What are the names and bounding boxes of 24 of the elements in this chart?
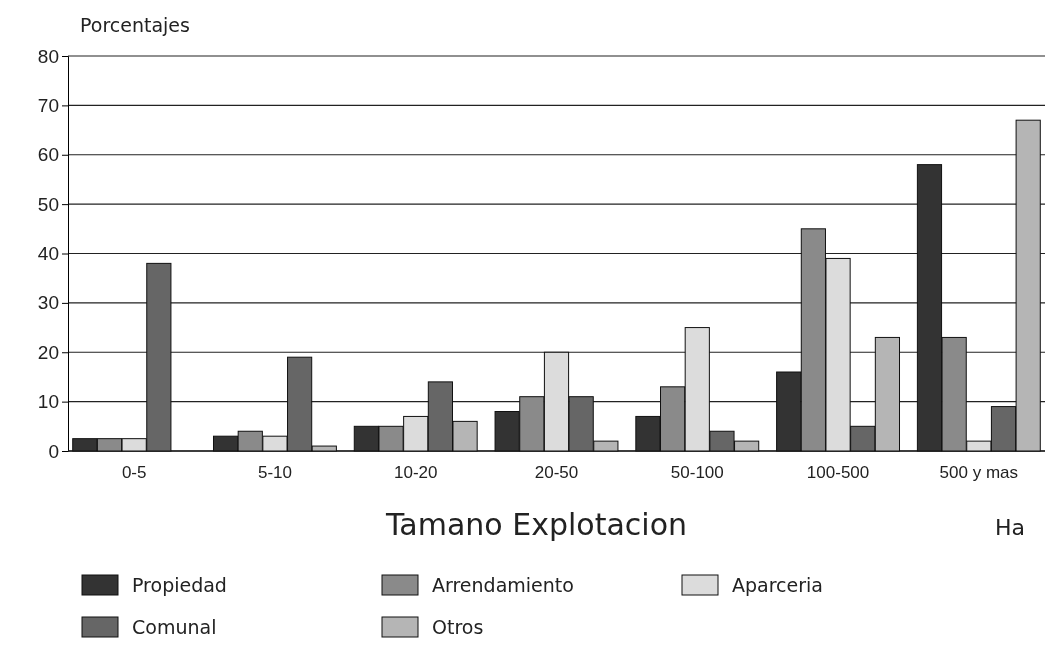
x-tick-label: 5-10 bbox=[257, 463, 292, 483]
x-axis-title: Tamano Explotacion bbox=[384, 507, 688, 542]
y-tick-label: 70 bbox=[37, 94, 59, 116]
y-tick-label: 30 bbox=[37, 292, 59, 314]
legend-label: Propiedad bbox=[132, 574, 227, 596]
legend-label: Otros bbox=[432, 616, 484, 638]
y-axis-title: Porcentajes bbox=[80, 14, 190, 36]
x-tick-label: 10-20 bbox=[393, 463, 438, 483]
y-tick-label: 50 bbox=[37, 193, 59, 215]
y-tick-label: 60 bbox=[37, 144, 59, 166]
text: Ha bbox=[994, 515, 1026, 540]
x-tick-label: 500 y mas bbox=[939, 463, 1019, 483]
y-tick-label: 20 bbox=[37, 341, 59, 363]
legend-label: Comunal bbox=[132, 616, 217, 638]
y-tick-label: 0 bbox=[48, 440, 59, 462]
x-tick-label: 20-50 bbox=[534, 463, 579, 483]
y-tick-label: 40 bbox=[37, 243, 59, 265]
y-tick-label: 10 bbox=[37, 391, 59, 413]
y-tick-label: 80 bbox=[37, 45, 59, 67]
x-tick-label: 0-5 bbox=[121, 463, 147, 483]
x-tick-label: 100-500 bbox=[806, 463, 870, 483]
legend-label: Arrendamiento bbox=[432, 574, 574, 596]
legend-label: Aparceria bbox=[732, 574, 823, 596]
x-tick-label: 50-100 bbox=[670, 463, 724, 483]
